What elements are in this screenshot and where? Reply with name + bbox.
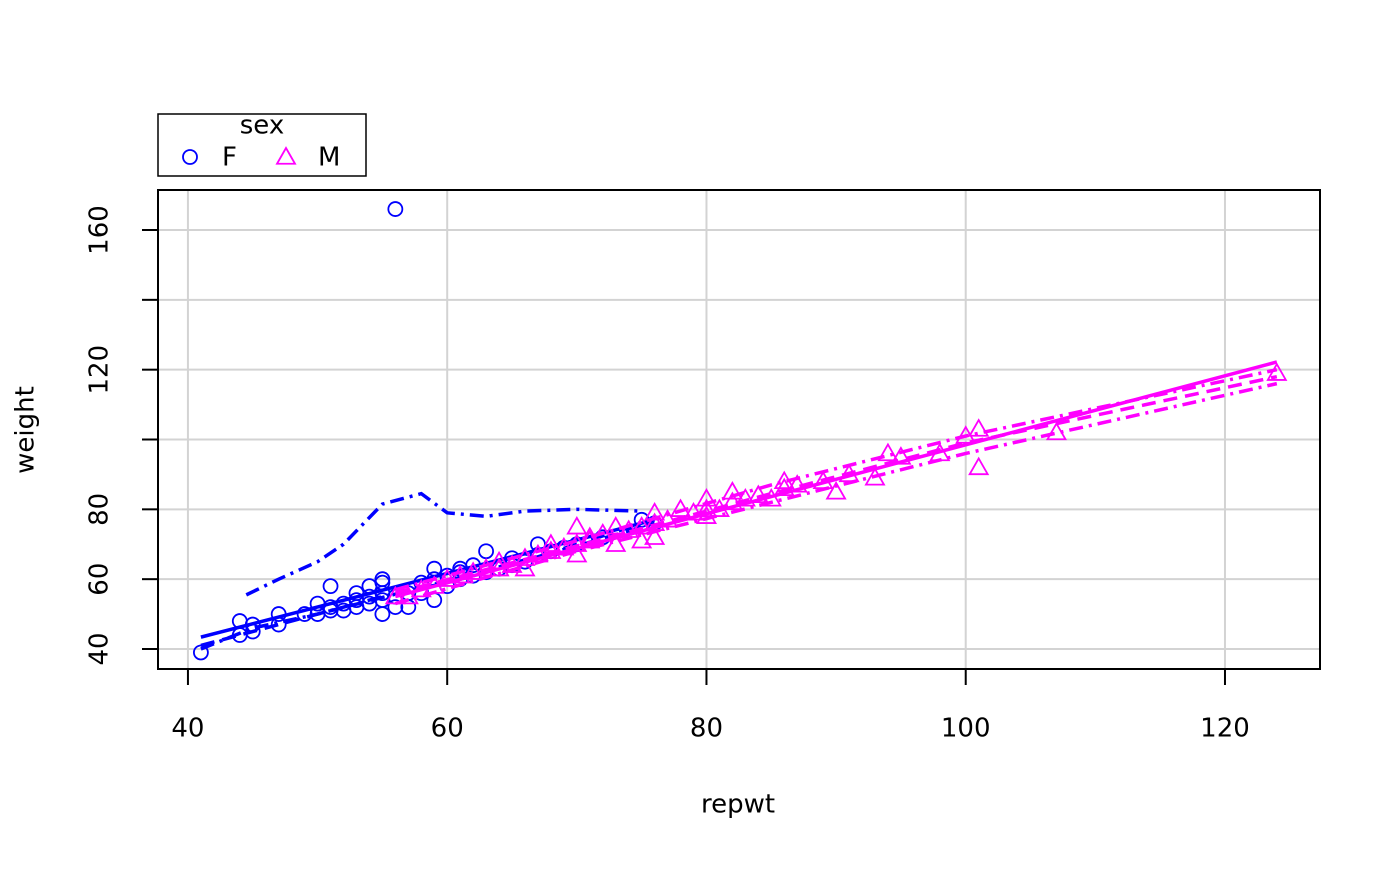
point — [478, 543, 494, 560]
x-tick-label: 100 — [941, 714, 991, 744]
y-tick-label: 40 — [85, 632, 115, 665]
fit-line — [394, 360, 1278, 599]
legend-label: M — [318, 143, 340, 173]
point — [322, 578, 339, 595]
y-tick-label: 80 — [85, 493, 115, 526]
x-tick-label: 80 — [690, 714, 723, 744]
x-axis-label: repwt — [701, 790, 775, 820]
point — [968, 418, 990, 437]
x-tick-label: 40 — [171, 714, 204, 744]
legend-label: F — [222, 143, 237, 173]
point — [786, 474, 808, 493]
point — [374, 571, 391, 588]
point — [825, 481, 847, 500]
point — [566, 515, 588, 535]
fit-line — [394, 374, 1278, 595]
point — [968, 456, 990, 476]
point — [387, 599, 404, 615]
y-axis-label: weight — [11, 386, 41, 474]
point — [605, 515, 627, 535]
point — [734, 488, 756, 507]
legend-title: sex — [240, 111, 284, 141]
point — [644, 526, 666, 545]
legend-marker — [182, 149, 198, 165]
point — [387, 201, 404, 217]
y-tick-label: 60 — [85, 563, 115, 596]
point — [462, 561, 484, 580]
fit-line — [245, 491, 642, 597]
fit-line — [394, 381, 1278, 606]
point — [374, 606, 391, 622]
point — [695, 498, 718, 517]
legend-box — [157, 113, 367, 177]
point — [695, 488, 718, 507]
point — [426, 560, 443, 577]
point — [436, 568, 458, 587]
point — [631, 515, 653, 535]
fit-line — [394, 367, 1278, 592]
y-tick-label: 160 — [85, 205, 115, 255]
point — [631, 529, 653, 549]
legend-marker — [275, 146, 297, 165]
grid — [158, 190, 1320, 669]
point — [877, 442, 899, 462]
x-tick-label: 120 — [1200, 714, 1250, 744]
y-tick-label: 120 — [85, 345, 115, 395]
x-tick-label: 60 — [431, 714, 464, 744]
point — [721, 481, 743, 500]
point — [514, 557, 536, 577]
plot-frame — [157, 189, 1321, 670]
